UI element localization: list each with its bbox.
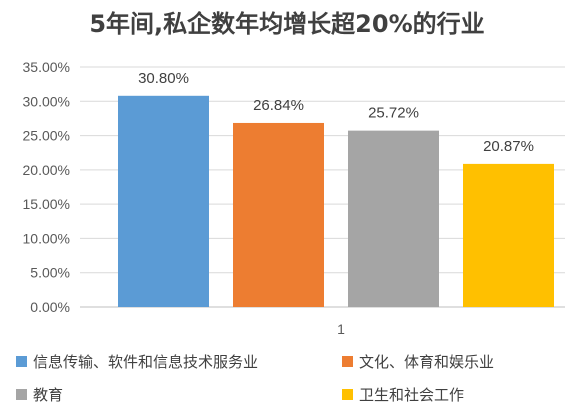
data-labels: 30.80% 26.84% 25.72% 20.87% xyxy=(138,70,534,155)
x-axis: 1 xyxy=(337,321,345,337)
y-tick-label: 0.00% xyxy=(30,299,70,315)
bar xyxy=(118,95,209,307)
legend-swatch xyxy=(342,356,353,367)
y-axis: 0.00% 5.00% 10.00% 15.00% 20.00% 25.00% 30.00%… xyxy=(23,59,70,315)
y-tick-label: 20.00% xyxy=(23,162,70,178)
legend-swatch xyxy=(342,389,353,400)
legend-label: 教育 xyxy=(33,386,63,404)
legend-label: 卫生和社会工作 xyxy=(359,386,464,404)
bars xyxy=(118,95,554,307)
y-tick-label: 10.00% xyxy=(23,230,70,246)
y-tick-label: 15.00% xyxy=(23,196,70,212)
legend-swatch xyxy=(16,389,27,400)
y-tick-label: 5.00% xyxy=(30,265,70,281)
legend-label: 信息传输、软件和信息技术服务业 xyxy=(33,353,258,371)
data-label: 20.87% xyxy=(483,138,534,155)
y-tick-label: 25.00% xyxy=(23,128,70,144)
bar xyxy=(463,163,554,307)
data-label: 25.72% xyxy=(368,105,419,122)
x-tick-label: 1 xyxy=(337,321,345,337)
bar xyxy=(348,130,439,307)
legend-label: 文化、体育和娱乐业 xyxy=(359,353,494,371)
legend-swatch xyxy=(16,356,27,367)
data-label: 30.80% xyxy=(138,70,189,87)
y-tick-label: 30.00% xyxy=(23,93,70,109)
data-label: 26.84% xyxy=(253,97,304,114)
y-tick-label: 35.00% xyxy=(23,59,70,75)
chart-title: 5年间,私企数年均增长超20%的行业 xyxy=(89,10,484,38)
bar xyxy=(233,122,324,307)
